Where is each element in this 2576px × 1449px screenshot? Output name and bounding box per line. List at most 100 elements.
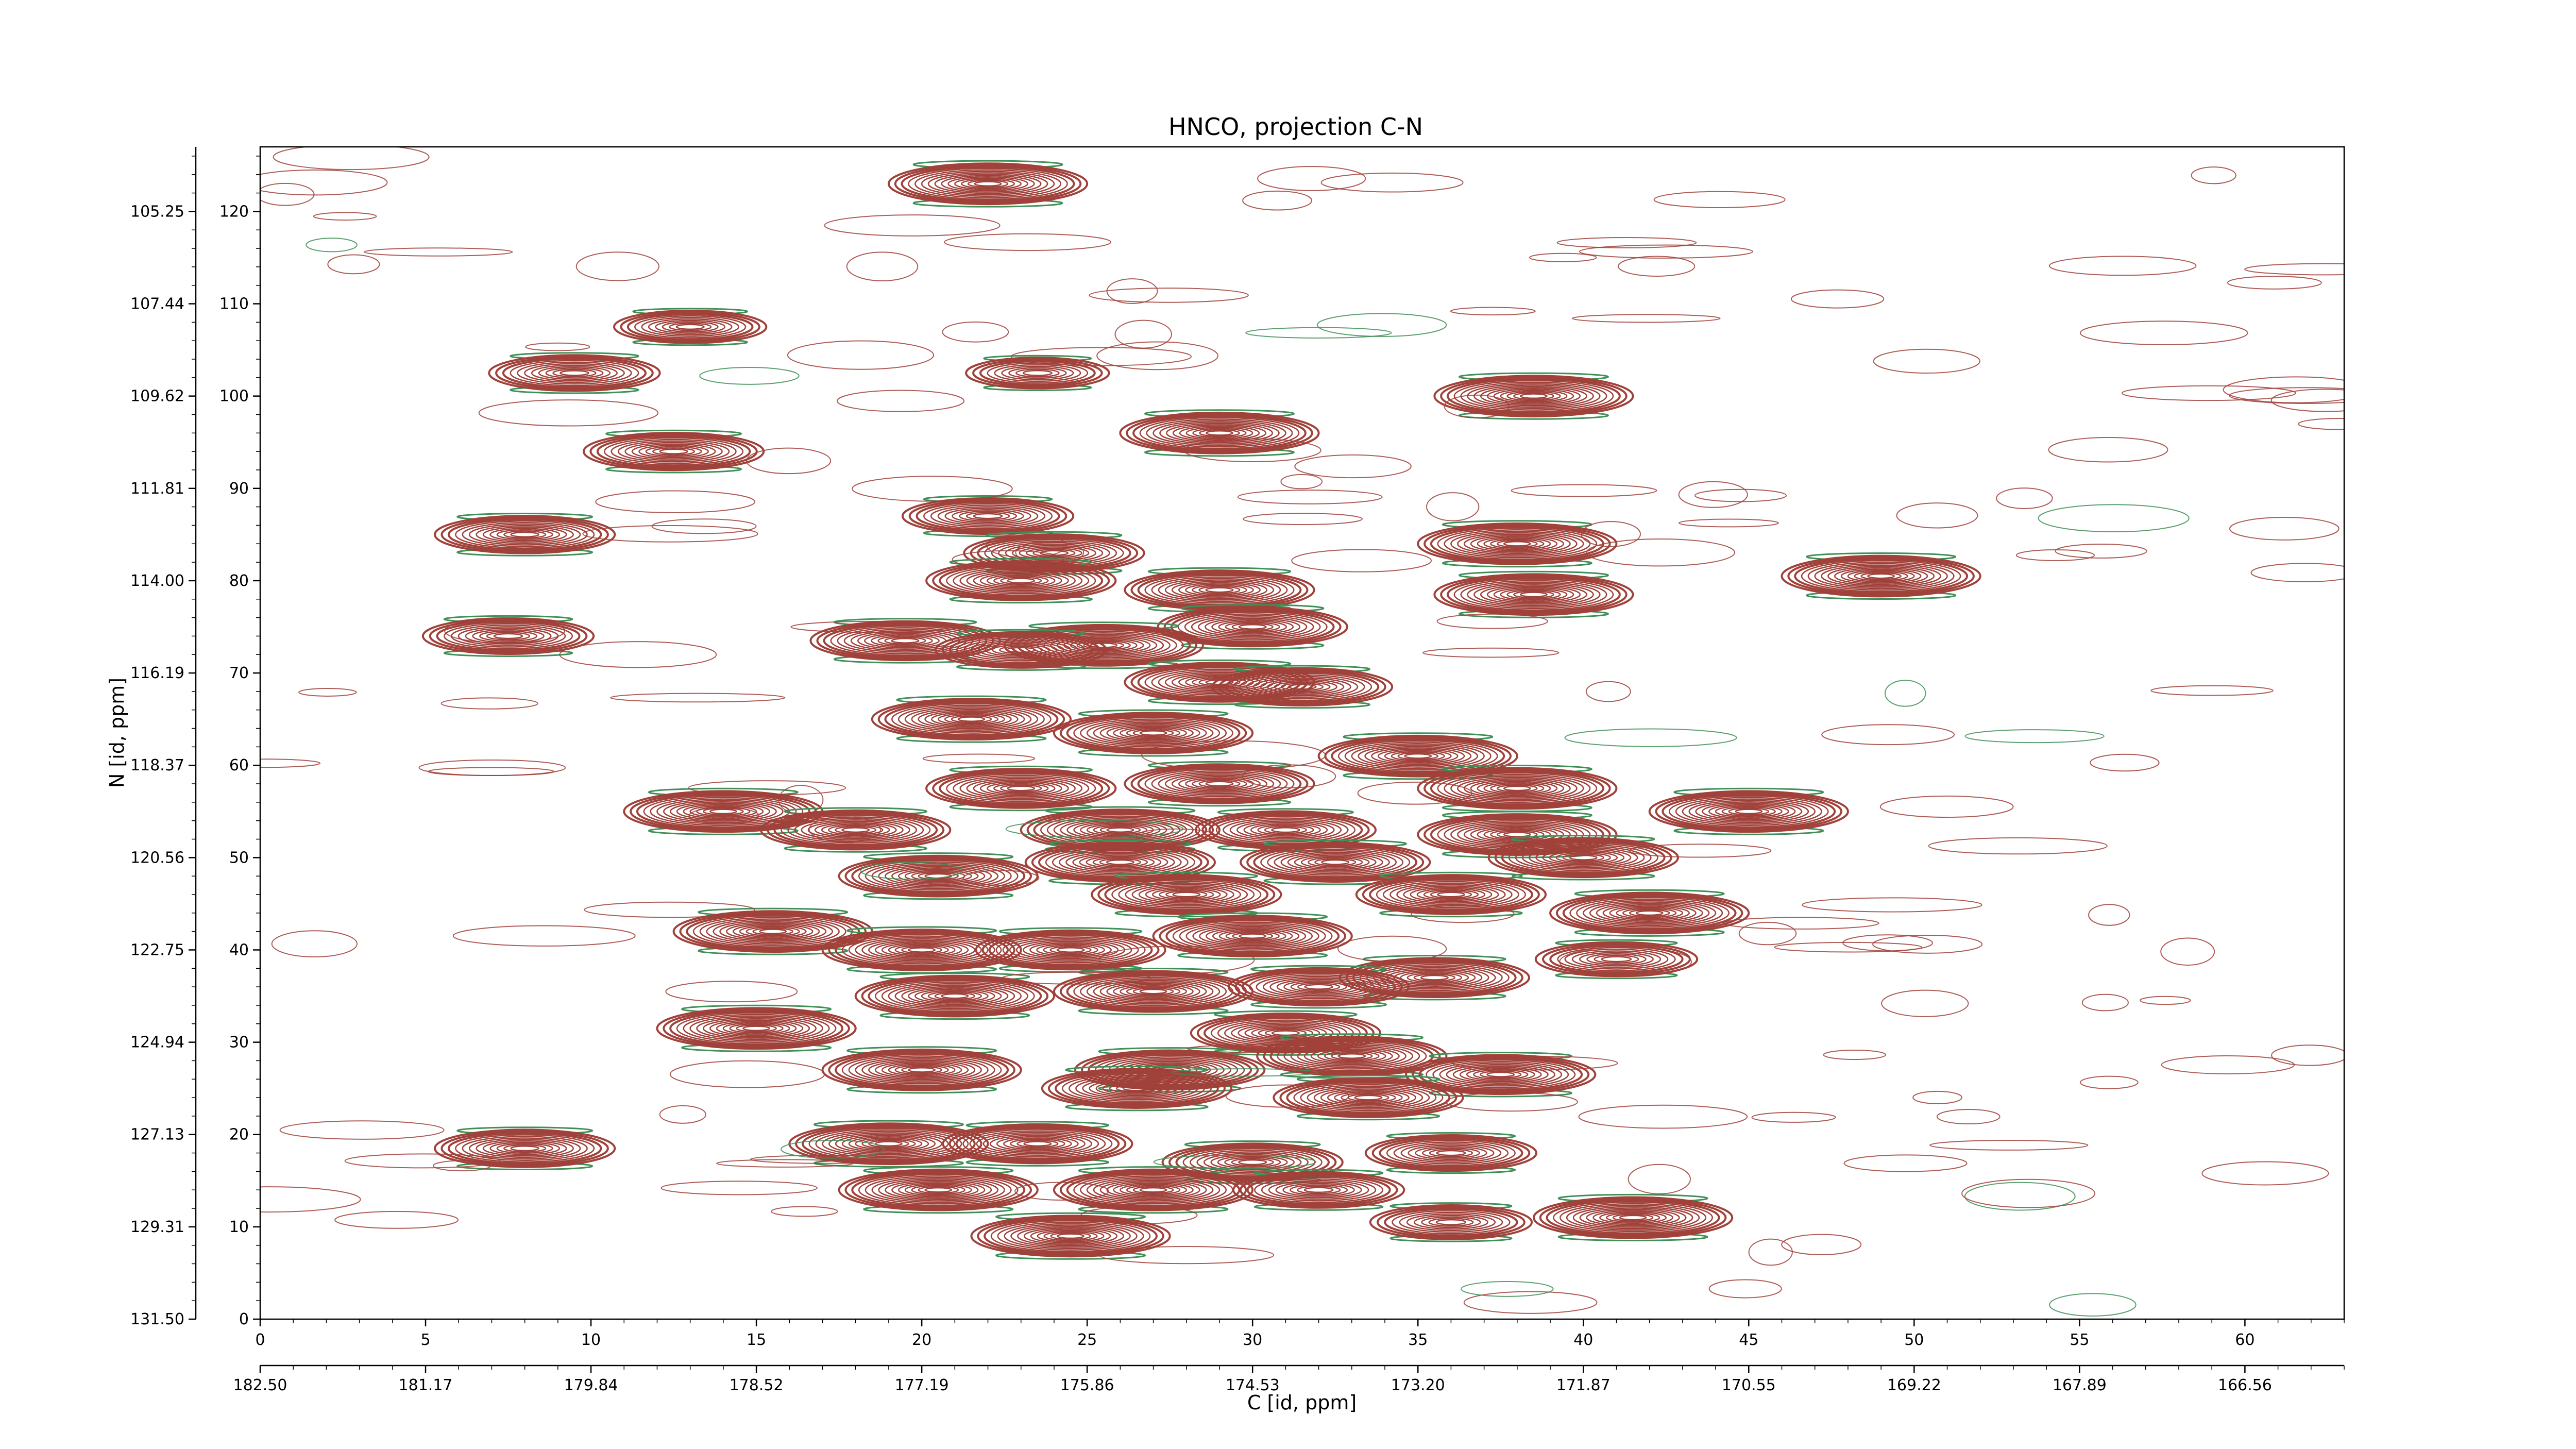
positive-contour [1854, 571, 1908, 581]
noise-contour [2049, 1293, 2137, 1317]
positive-contour [1486, 585, 1581, 603]
noise-contour [1571, 314, 1721, 323]
noise-contour [2081, 993, 2129, 1012]
positive-contour [1113, 1182, 1194, 1198]
positive-contour [1483, 782, 1551, 795]
y-tick-label: 70 [229, 664, 249, 682]
positive-contour [1132, 1186, 1174, 1194]
positive-contour [1146, 418, 1293, 448]
positive-contour [854, 974, 1055, 1018]
positive-contour [904, 869, 972, 883]
positive-contour [1057, 1233, 1084, 1239]
positive-contour [992, 644, 1050, 656]
positive-contour [821, 823, 890, 837]
positive-contour [930, 504, 1046, 528]
positive-contour [1137, 572, 1302, 608]
positive-contour [888, 983, 1022, 1009]
positive-contour [953, 774, 1090, 802]
noise-contour [1411, 905, 1515, 923]
positive-contour [1271, 827, 1300, 833]
positive-contour [1171, 673, 1268, 692]
noise-contour [610, 693, 786, 703]
positive-contour [1807, 561, 1955, 591]
positive-contour [891, 1181, 986, 1199]
y-ppm-tick-label: 127.13 [130, 1126, 184, 1144]
noise-contour [2250, 563, 2344, 583]
noise-contour [260, 169, 388, 196]
positive-contour [1513, 392, 1554, 400]
positive-contour [1269, 977, 1368, 997]
positive-contour [1261, 1178, 1377, 1202]
contour-peak [656, 1004, 857, 1052]
positive-contour [1225, 670, 1380, 703]
positive-contour [510, 1145, 539, 1152]
positive-contour [1506, 391, 1561, 401]
noise-contour [428, 767, 555, 776]
positive-contour [911, 1185, 965, 1195]
contour-peak [1781, 552, 1981, 600]
noise-contour [1452, 1055, 1618, 1071]
positive-contour [1280, 682, 1324, 691]
noise-contour [922, 753, 1036, 764]
positive-contour [1002, 936, 1139, 964]
positive-contour [865, 1175, 1012, 1205]
positive-contour [1218, 669, 1386, 705]
positive-contour [1423, 524, 1611, 564]
noise-contour [1873, 348, 1980, 374]
positive-contour [759, 929, 787, 935]
positive-contour [1426, 1059, 1576, 1090]
positive-contour [979, 360, 1096, 386]
x-tick-label: 60 [2235, 1331, 2255, 1349]
positive-contour [1405, 1054, 1597, 1096]
positive-contour [1648, 790, 1849, 833]
positive-contour [861, 938, 982, 962]
positive-contour [1300, 1084, 1437, 1111]
y-ppm-tick-label: 122.75 [130, 941, 184, 959]
noise-contour [1422, 647, 1560, 658]
positive-contour [1293, 1082, 1444, 1113]
positive-contour [1457, 532, 1578, 555]
positive-contour [1215, 816, 1355, 845]
noise-contour [808, 816, 882, 843]
noise-contour [1136, 828, 1216, 843]
noise-contour [1511, 484, 1657, 497]
positive-contour [1599, 1211, 1667, 1224]
positive-contour [841, 934, 1002, 966]
noise-contour [651, 518, 757, 534]
positive-contour [1463, 533, 1571, 554]
noise-contour [1153, 1154, 1317, 1169]
positive-contour [963, 638, 1079, 662]
noise-contour [852, 476, 1013, 502]
x-tick-label: 50 [1904, 1331, 1924, 1349]
positive-contour [1569, 854, 1598, 861]
contour-peak [1487, 835, 1679, 881]
positive-contour [489, 528, 561, 542]
positive-contour [1447, 378, 1621, 414]
positive-contour [1073, 821, 1167, 839]
positive-contour [981, 931, 1160, 969]
positive-contour [1139, 988, 1167, 995]
positive-contour [1093, 721, 1214, 745]
positive-contour [1297, 983, 1341, 991]
positive-contour [1307, 1085, 1430, 1110]
positive-contour [1377, 748, 1459, 764]
x-index-axis: 0 5 10 15 20 25 30 35 40 45 50 55 60 [255, 1319, 2345, 1349]
positive-contour [1250, 823, 1321, 837]
contour-peak [488, 352, 661, 394]
positive-contour [1277, 1041, 1427, 1071]
noise-contour [1618, 256, 1696, 277]
noise-contour [669, 1060, 825, 1088]
positive-contour [1662, 793, 1836, 830]
positive-contour [1106, 827, 1134, 833]
positive-contour [1192, 924, 1313, 948]
positive-contour [531, 364, 618, 382]
positive-contour [624, 442, 723, 461]
positive-contour [1030, 1228, 1111, 1244]
x-tick-label: 35 [1408, 1331, 1428, 1349]
positive-contour [1273, 1077, 1464, 1118]
positive-contour [696, 806, 751, 817]
positive-contour [1520, 393, 1548, 399]
positive-contour [1196, 1151, 1309, 1173]
positive-contour [1145, 886, 1228, 903]
positive-contour [502, 358, 647, 389]
